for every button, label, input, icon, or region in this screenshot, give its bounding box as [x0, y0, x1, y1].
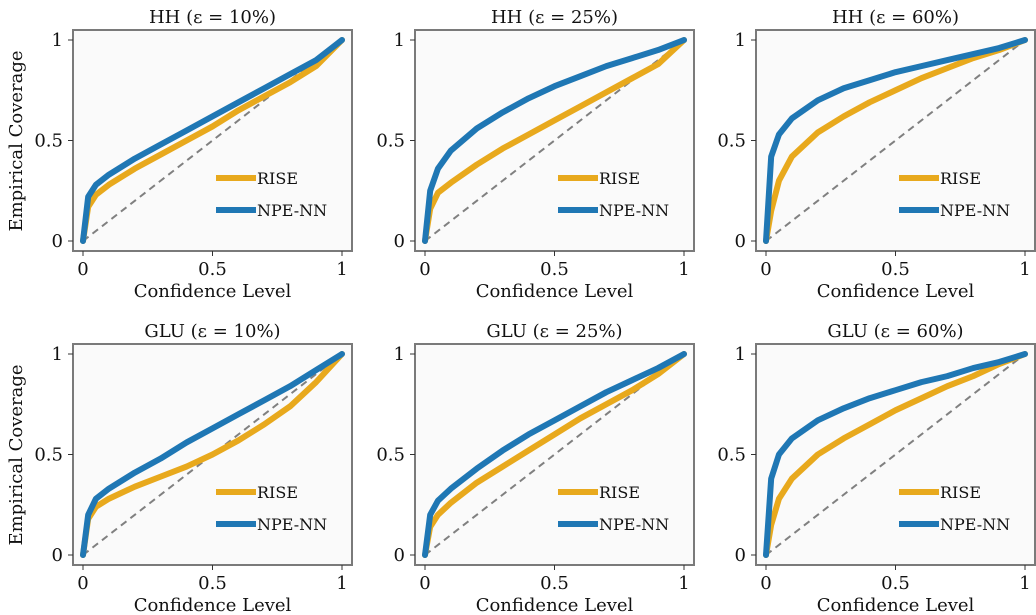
- y-tick-label: 0: [394, 545, 405, 566]
- y-tick-label: 0: [52, 231, 63, 252]
- x-axis-label: Confidence Level: [134, 595, 292, 615]
- y-tick-label: 1: [52, 344, 63, 365]
- diagonal-reference-line: [765, 39, 1026, 242]
- series-line-rise: [763, 351, 1028, 558]
- series-line-npe-nn: [763, 351, 1028, 558]
- diagonal-reference-line: [82, 353, 343, 556]
- legend-label-npe-nn: NPE-NN: [257, 201, 327, 220]
- x-tick-label: 0: [760, 573, 771, 594]
- y-tick-label: 1: [394, 30, 405, 51]
- chart-panel: HH (ε = 10%) 0 0.5 1 0 0.5 1 Confidence Level RI…: [34, 7, 353, 302]
- y-axis-label-row-1: Empirical Coverage: [6, 50, 27, 231]
- plot-area: [755, 343, 1036, 566]
- x-axis-label: Confidence Level: [476, 281, 634, 302]
- y-tick-label: 1: [735, 344, 746, 365]
- chart-panel: GLU (ε = 60%) 0 0.5 1 0 0.5 1 Confidence Level R…: [717, 321, 1036, 615]
- legend: RISE NPE-NN: [216, 169, 327, 220]
- chart-panel: HH (ε = 60%) 0 0.5 1 0 0.5 1 Confidence Level RI…: [717, 7, 1036, 302]
- chart-panel: HH (ε = 25%) 0 0.5 1 0 0.5 1 Confidence Level RI…: [376, 7, 695, 302]
- series-line-rise: [80, 37, 345, 244]
- series-line-npe-nn: [422, 351, 687, 558]
- series-line-rise: [763, 37, 1028, 244]
- legend-label-rise: RISE: [599, 169, 640, 188]
- x-tick-label: 1: [1019, 259, 1030, 280]
- y-tick-label: 1: [394, 344, 405, 365]
- x-tick-label: 1: [336, 573, 347, 594]
- legend-label-rise: RISE: [599, 483, 640, 502]
- chart-title: HH (ε = 25%): [491, 7, 618, 28]
- chart-title: GLU (ε = 25%): [486, 321, 622, 342]
- y-tick-label: 0.5: [376, 131, 405, 152]
- y-tick-label: 0.5: [717, 131, 746, 152]
- x-tick-label: 1: [678, 259, 689, 280]
- legend-label-npe-nn: NPE-NN: [599, 201, 669, 220]
- diagonal-reference-line: [424, 353, 685, 556]
- series-line-rise: [422, 351, 687, 558]
- series-line-npe-nn: [80, 351, 345, 558]
- y-tick-label: 1: [52, 30, 63, 51]
- y-tick-label: 1: [735, 30, 746, 51]
- legend-label-rise: RISE: [940, 483, 981, 502]
- diagonal-reference-line: [424, 39, 685, 242]
- x-tick-label: 0.5: [198, 573, 227, 594]
- legend-label-npe-nn: NPE-NN: [940, 201, 1010, 220]
- legend: RISE NPE-NN: [899, 483, 1010, 534]
- x-axis-label: Confidence Level: [817, 281, 975, 302]
- series-line-rise: [422, 37, 687, 244]
- x-tick-label: 1: [678, 573, 689, 594]
- legend: RISE NPE-NN: [558, 169, 669, 220]
- x-tick-label: 0: [760, 259, 771, 280]
- chart-panel: GLU (ε = 10%) 0 0.5 1 0 0.5 1 Confidence Level R…: [34, 321, 353, 615]
- legend-label-rise: RISE: [257, 483, 298, 502]
- y-tick-label: 0: [52, 545, 63, 566]
- legend: RISE NPE-NN: [899, 169, 1010, 220]
- diagonal-reference-line: [765, 353, 1026, 556]
- series-line-npe-nn: [422, 37, 687, 244]
- chart-title: GLU (ε = 60%): [827, 321, 963, 342]
- x-tick-label: 0: [419, 573, 430, 594]
- chart-panel: GLU (ε = 25%) 0 0.5 1 0 0.5 1 Confidence Level R…: [376, 321, 695, 615]
- x-tick-label: 0: [77, 259, 88, 280]
- series-line-rise: [80, 351, 345, 558]
- x-tick-label: 0.5: [881, 573, 910, 594]
- diagonal-reference-line: [82, 39, 343, 242]
- chart-title: HH (ε = 60%): [832, 7, 959, 28]
- y-tick-label: 0: [735, 545, 746, 566]
- legend-label-rise: RISE: [257, 169, 298, 188]
- x-tick-label: 0.5: [540, 259, 569, 280]
- x-tick-label: 0: [419, 259, 430, 280]
- y-tick-label: 0.5: [717, 445, 746, 466]
- x-tick-label: 0.5: [198, 259, 227, 280]
- x-axis-label: Confidence Level: [476, 595, 634, 615]
- legend-label-npe-nn: NPE-NN: [257, 515, 327, 534]
- chart-title: GLU (ε = 10%): [144, 321, 280, 342]
- x-tick-label: 0.5: [881, 259, 910, 280]
- x-tick-label: 0.5: [540, 573, 569, 594]
- legend-label-npe-nn: NPE-NN: [940, 515, 1010, 534]
- y-tick-label: 0: [394, 231, 405, 252]
- plot-area: [755, 29, 1036, 252]
- y-tick-label: 0.5: [34, 445, 63, 466]
- series-line-npe-nn: [763, 37, 1028, 244]
- x-tick-label: 1: [336, 259, 347, 280]
- x-tick-label: 1: [1019, 573, 1030, 594]
- legend: RISE NPE-NN: [558, 483, 669, 534]
- x-axis-label: Confidence Level: [817, 595, 975, 615]
- legend-label-npe-nn: NPE-NN: [599, 515, 669, 534]
- x-tick-label: 0: [77, 573, 88, 594]
- y-tick-label: 0: [735, 231, 746, 252]
- series-line-npe-nn: [80, 37, 345, 244]
- y-tick-label: 0.5: [376, 445, 405, 466]
- legend-label-rise: RISE: [940, 169, 981, 188]
- legend: RISE NPE-NN: [216, 483, 327, 534]
- chart-title: HH (ε = 10%): [149, 7, 276, 28]
- y-axis-label-row-2: Empirical Coverage: [6, 364, 27, 545]
- y-tick-label: 0.5: [34, 131, 63, 152]
- x-axis-label: Confidence Level: [134, 281, 292, 302]
